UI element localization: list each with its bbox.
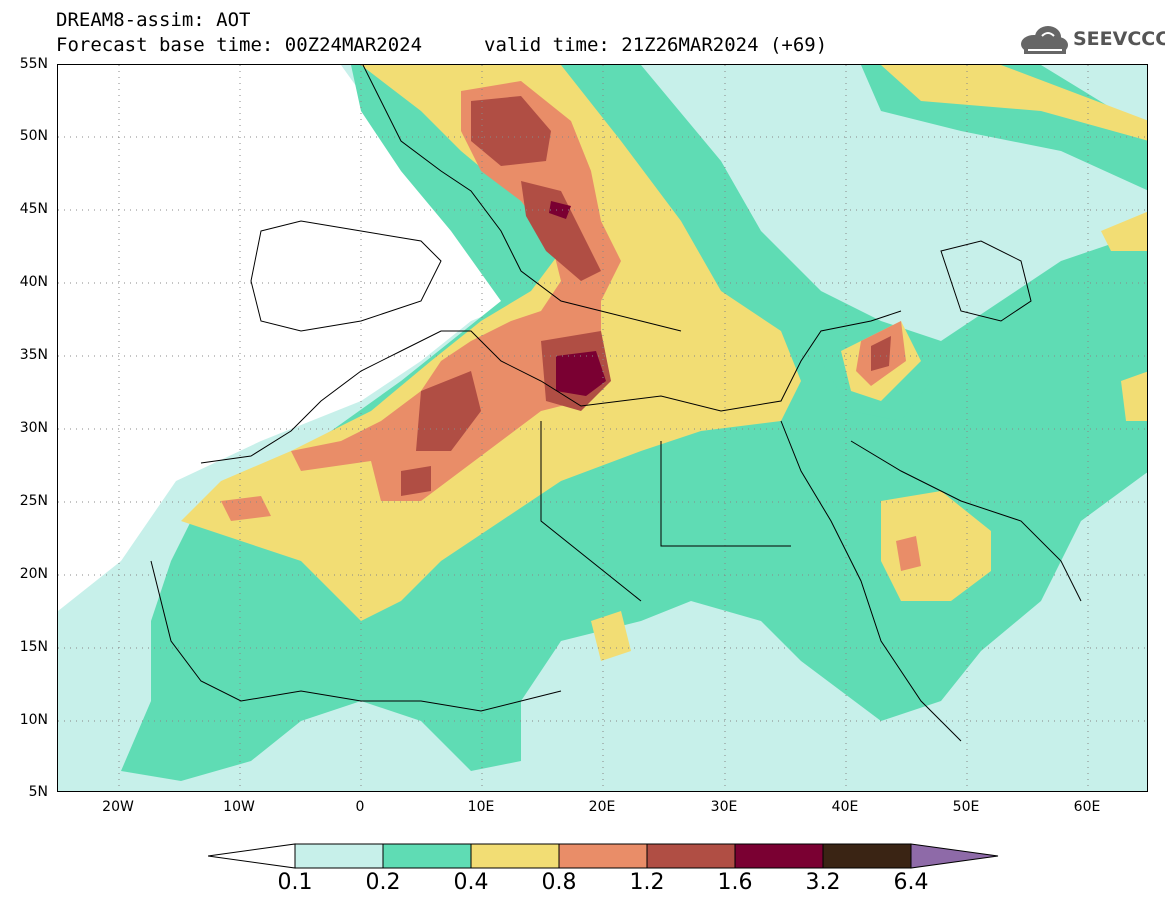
colorbar-label: 3.2 (805, 870, 841, 895)
cloud-logo-icon (1021, 26, 1068, 54)
lat-tick: 40N (19, 274, 48, 290)
lon-tick: 0 (355, 799, 365, 815)
colorbar-label: 0.4 (453, 870, 489, 895)
lon-tick: 20E (588, 799, 616, 815)
colorbar-over-arrow (910, 843, 999, 869)
colorbar-swatch (470, 843, 560, 869)
lat-tick: 45N (19, 201, 48, 217)
colorbar-swatch (822, 843, 912, 869)
colorbar (208, 843, 999, 869)
colorbar-label: 6.4 (893, 870, 929, 895)
lat-tick: 30N (19, 420, 48, 436)
colorbar-swatch (382, 843, 472, 869)
colorbar-label: 1.2 (629, 870, 665, 895)
lat-tick: 25N (19, 493, 48, 509)
colorbar-swatch (646, 843, 736, 869)
colorbar-swatch (734, 843, 824, 869)
lat-tick: 50N (19, 128, 48, 144)
lon-tick: 40E (831, 799, 859, 815)
lon-tick: 10W (223, 799, 255, 815)
lon-tick: 20W (102, 799, 134, 815)
colorbar-label: 1.6 (717, 870, 753, 895)
valid-time: valid time: 21Z26MAR2024 (+69) (484, 34, 828, 56)
colorbar-label: 0.8 (541, 870, 577, 895)
lon-tick: 30E (710, 799, 738, 815)
lon-tick: 50E (952, 799, 980, 815)
aot-field-1.6 (549, 201, 606, 396)
colorbar-under-arrow (208, 843, 296, 869)
colorbar-swatch (294, 843, 384, 869)
lat-tick: 15N (19, 639, 48, 655)
coastlines (150, 65, 1082, 742)
lat-tick: 55N (19, 56, 48, 72)
colorbar-swatch (558, 843, 648, 869)
chart-title: DREAM8-assim: AOT (56, 9, 251, 31)
lat-tick: 10N (19, 712, 48, 728)
lon-tick: 10E (467, 799, 495, 815)
lat-tick: 5N (28, 784, 48, 800)
logo-text: SEEVCCC (1073, 28, 1165, 50)
seevccc-logo: SEEVCCC (1018, 24, 1165, 58)
forecast-base-time: Forecast base time: 00Z24MAR2024 (56, 34, 423, 56)
colorbar-label: 0.1 (277, 870, 313, 895)
lon-tick: 60E (1073, 799, 1101, 815)
colorbar-label: 0.2 (365, 870, 401, 895)
lat-tick: 35N (19, 347, 48, 363)
aot-map (57, 64, 1148, 792)
lat-tick: 20N (19, 566, 48, 582)
